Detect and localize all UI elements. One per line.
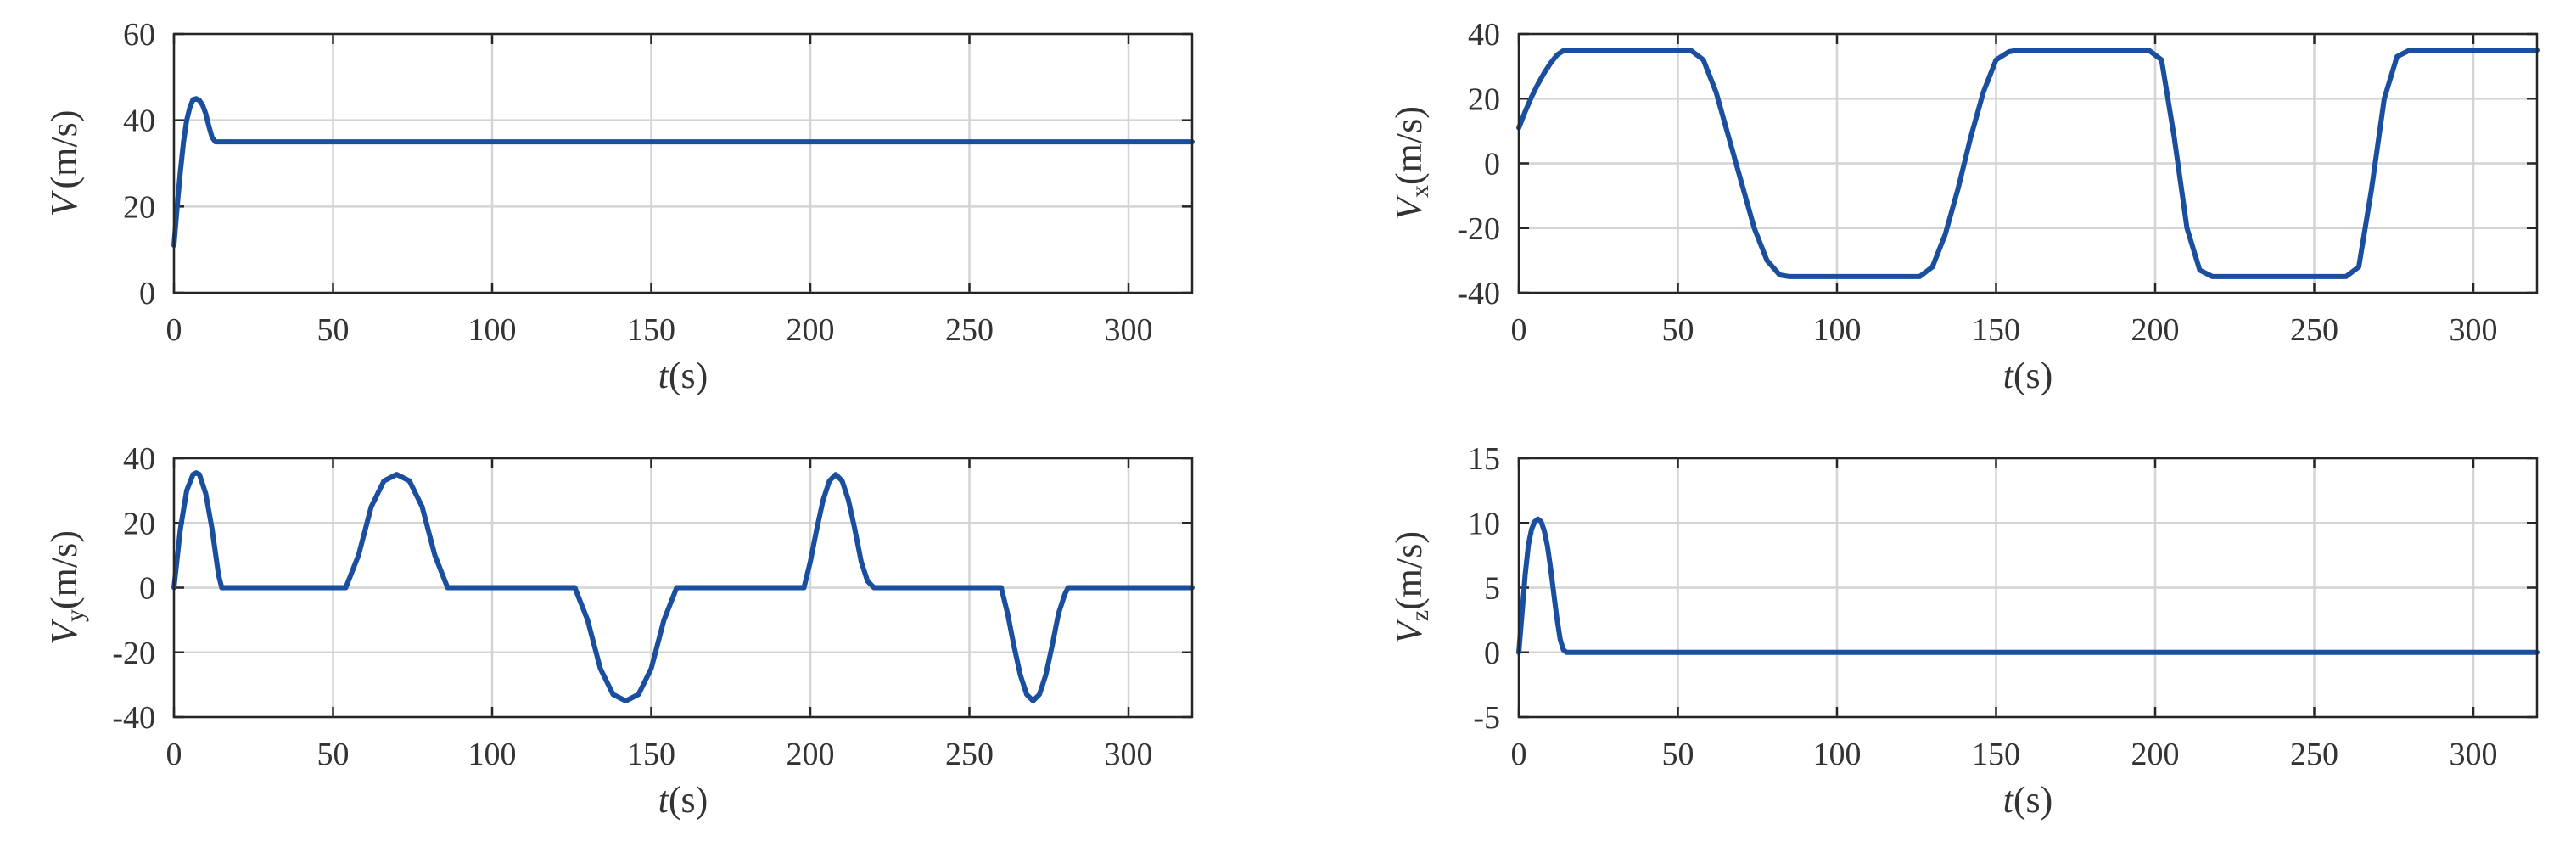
y-tick-label: 20: [123, 189, 155, 225]
x-axis-label: t(s): [2003, 355, 2053, 396]
y-tick-label: -20: [1457, 211, 1500, 247]
x-tick-label: 200: [787, 312, 835, 348]
x-axis-variable: t: [2003, 779, 2015, 821]
x-axis-unit: (s): [2013, 779, 2052, 821]
x-tick-label: 300: [2450, 312, 2498, 348]
y-tick-label: 0: [1484, 636, 1500, 671]
axes-frame: [1517, 32, 2539, 294]
y-axis-label: Vy(m/s): [43, 530, 89, 645]
y-tick-label: 0: [139, 571, 155, 607]
y-tick-label: 10: [1468, 506, 1500, 541]
x-tick-label: 100: [468, 312, 517, 348]
x-tick-label: 200: [787, 737, 835, 772]
x-tick-label: 100: [1813, 737, 1862, 772]
x-axis-label: t(s): [658, 355, 708, 396]
x-tick-label: 0: [166, 312, 182, 348]
y-tick-label: 0: [139, 276, 155, 311]
x-axis-variable: t: [2003, 355, 2015, 396]
x-tick-label: 50: [317, 312, 350, 348]
y-tick-label: -40: [112, 700, 155, 736]
series-line-1: [171, 470, 1195, 703]
axes-frame: [1517, 457, 2539, 719]
y-axis-subscript: x: [1406, 185, 1434, 198]
y-tick-label: 5: [1484, 571, 1500, 607]
x-tick-label: 0: [1511, 312, 1527, 348]
axes-frame: [172, 32, 1194, 294]
x-tick-label: 50: [317, 737, 350, 772]
x-tick-label: 200: [2131, 737, 2180, 772]
x-tick-label: 300: [2450, 737, 2498, 772]
series-line-1: [1516, 48, 2540, 279]
x-axis-unit: (s): [669, 355, 708, 396]
y-axis-variable: V: [43, 189, 85, 216]
y-axis-subscript: z: [1406, 610, 1434, 621]
y-axis-label: Vz(m/s): [1388, 531, 1434, 644]
y-axis-unit: (m/s): [1388, 531, 1430, 610]
y-tick-label: -20: [112, 636, 155, 671]
x-axis-variable: t: [658, 355, 670, 396]
y-tick-label: 40: [123, 441, 155, 477]
x-tick-label: 0: [166, 737, 182, 772]
x-tick-label: 250: [2290, 312, 2338, 348]
x-tick-label: 0: [1511, 737, 1527, 772]
chart-panel-2: 0 50 100 150 200 250 300 -40 -20 0 20 40 t(s) Vx(m/s): [1388, 17, 2540, 396]
y-axis-unit: (m/s): [43, 530, 85, 609]
series-line-1: [171, 96, 1195, 249]
x-tick-label: 150: [627, 312, 675, 348]
y-axis-unit: (m/s): [1388, 106, 1430, 185]
x-tick-label: 50: [1662, 737, 1694, 772]
y-axis-label: Vx(m/s): [1388, 106, 1434, 221]
x-tick-label: 100: [468, 737, 517, 772]
x-tick-label: 200: [2131, 312, 2180, 348]
y-tick-label: 15: [1468, 441, 1500, 477]
y-tick-label: 0: [1484, 147, 1500, 182]
y-tick-label: 20: [1468, 81, 1500, 117]
series-line-1: [1516, 516, 2540, 655]
x-tick-label: 300: [1105, 312, 1153, 348]
x-tick-label: 100: [1813, 312, 1862, 348]
y-tick-label: -5: [1473, 700, 1500, 736]
x-axis-unit: (s): [2013, 355, 2052, 396]
x-tick-label: 250: [945, 737, 994, 772]
axes-frame: [172, 457, 1194, 719]
x-axis-variable: t: [658, 779, 670, 821]
y-tick-label: -40: [1457, 276, 1500, 311]
x-tick-label: 250: [945, 312, 994, 348]
x-axis-label: t(s): [2003, 779, 2053, 821]
x-tick-label: 250: [2290, 737, 2338, 772]
x-tick-label: 150: [1972, 737, 2020, 772]
chart-panel-3: 0 50 100 150 200 250 300 -40 -20 0 20 40 t(s) Vy(m/s): [43, 441, 1195, 821]
y-tick-label: 40: [123, 104, 155, 139]
chart-panel-4: 0 50 100 150 200 250 300 -5 0 5 10 15 t(s) Vz(m/s): [1388, 441, 2540, 821]
y-axis-unit: (m/s): [43, 110, 85, 189]
y-tick-label: 60: [123, 17, 155, 53]
x-tick-label: 150: [627, 737, 675, 772]
x-axis-label: t(s): [658, 779, 708, 821]
y-axis-subscript: y: [61, 609, 89, 622]
y-axis-variable: V: [43, 618, 85, 645]
x-tick-label: 50: [1662, 312, 1694, 348]
x-axis-unit: (s): [669, 779, 708, 821]
x-tick-label: 300: [1105, 737, 1153, 772]
y-axis-variable: V: [1388, 193, 1430, 221]
x-tick-label: 150: [1972, 312, 2020, 348]
y-axis-label: V(m/s): [43, 110, 85, 217]
y-tick-label: 20: [123, 506, 155, 541]
y-axis-variable: V: [1388, 617, 1430, 644]
y-tick-label: 40: [1468, 17, 1500, 53]
chart-panel-1: 0 50 100 150 200 250 300 0 20 40 60 t(s) V(m/s): [43, 17, 1195, 396]
